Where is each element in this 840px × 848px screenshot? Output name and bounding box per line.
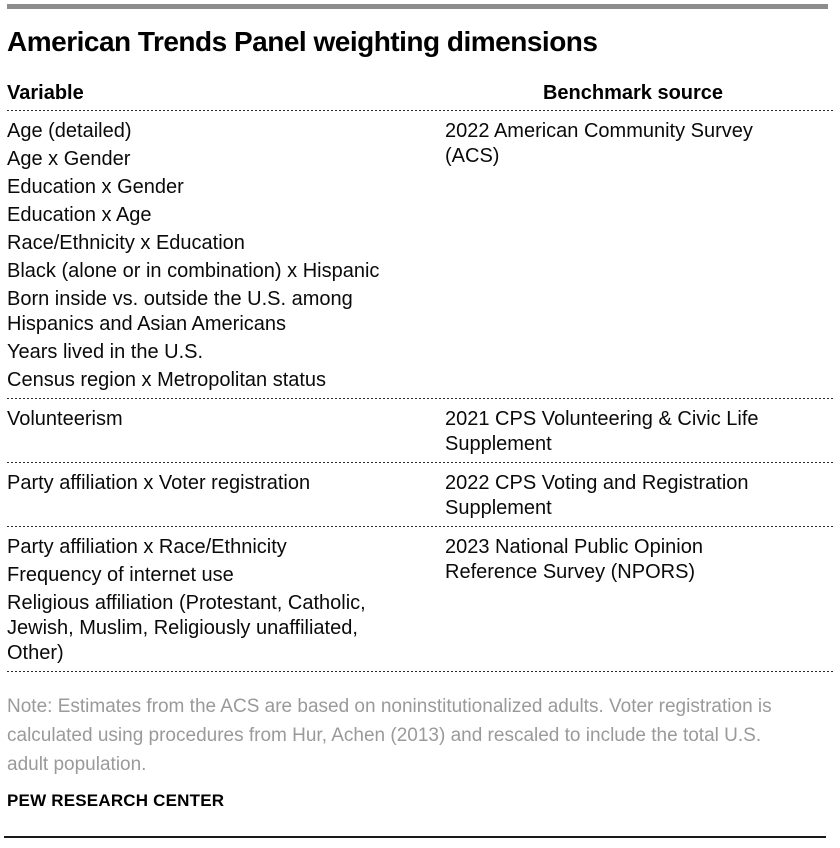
column-header-benchmark: Benchmark source xyxy=(542,82,724,104)
accent-bar xyxy=(7,4,828,9)
benchmark-cell: 2022 American Community Survey (ACS) xyxy=(433,119,833,393)
variable-cell: Party affiliation x Race/Ethnicity Freque… xyxy=(7,535,433,666)
row-divider xyxy=(7,462,833,463)
variable-cell: Volunteerism xyxy=(7,407,433,457)
variable-cell: Age (detailed) Age x Gender Education x Ge… xyxy=(7,119,433,393)
variable-item: Volunteerism xyxy=(7,408,123,430)
header-divider xyxy=(7,110,833,111)
benchmark-cell: 2023 National Public Opinion Reference S… xyxy=(433,535,833,666)
variable-item: Black (alone or in combination) x Hispan… xyxy=(7,260,380,282)
variable-item: Religious affiliation (Protestant, Catho… xyxy=(7,592,366,664)
variable-item: Born inside vs. outside the U.S. among H… xyxy=(7,288,353,335)
table-row: Party affiliation x Voter registration 20… xyxy=(7,463,833,526)
variable-item: Age x Gender xyxy=(7,148,131,170)
weighting-table: Variable Benchmark source Age (detailed)… xyxy=(7,81,833,672)
row-divider xyxy=(7,526,833,527)
row-divider xyxy=(7,671,833,672)
benchmark-cell: 2022 CPS Voting and Registration Supplem… xyxy=(433,471,833,521)
benchmark-source-text: 2022 American Community Survey (ACS) xyxy=(445,120,753,167)
table-row: Volunteerism 2021 CPS Volunteering & Civi… xyxy=(7,399,833,462)
variable-item: Education x Gender xyxy=(7,176,184,198)
variable-item: Education x Age xyxy=(7,204,152,226)
page-title: American Trends Panel weighting dimensio… xyxy=(7,26,598,57)
column-header-variable: Variable xyxy=(7,82,84,104)
report-figure: American Trends Panel weighting dimensio… xyxy=(0,4,840,811)
table-row: Age (detailed) Age x Gender Education x Ge… xyxy=(7,111,833,398)
benchmark-source-text: 2023 National Public Opinion Reference S… xyxy=(445,536,703,583)
benchmark-source-text: 2021 CPS Volunteering & Civic Life Suppl… xyxy=(445,408,759,455)
variable-item: Race/Ethnicity x Education xyxy=(7,232,245,254)
table-body: Age (detailed) Age x Gender Education x Ge… xyxy=(7,111,833,672)
variable-item: Frequency of internet use xyxy=(7,564,234,586)
variable-item: Years lived in the U.S. xyxy=(7,341,204,363)
row-divider xyxy=(7,398,833,399)
benchmark-source-text: 2022 CPS Voting and Registration Supplem… xyxy=(445,472,749,519)
bottom-rule xyxy=(4,836,826,838)
table-row: Party affiliation x Race/Ethnicity Freque… xyxy=(7,527,833,671)
variable-item: Party affiliation x Voter registration xyxy=(7,472,311,494)
variable-item: Census region x Metropolitan status xyxy=(7,369,327,391)
variable-cell: Party affiliation x Voter registration xyxy=(7,471,433,521)
table-header-row: Variable Benchmark source xyxy=(7,81,833,110)
benchmark-cell: 2021 CPS Volunteering & Civic Life Suppl… xyxy=(433,407,833,457)
footer-note: Note: Estimates from the ACS are based o… xyxy=(7,696,772,775)
source-label: PEW RESEARCH CENTER xyxy=(7,791,225,810)
variable-item: Party affiliation x Race/Ethnicity xyxy=(7,536,287,558)
variable-item: Age (detailed) xyxy=(7,120,132,142)
